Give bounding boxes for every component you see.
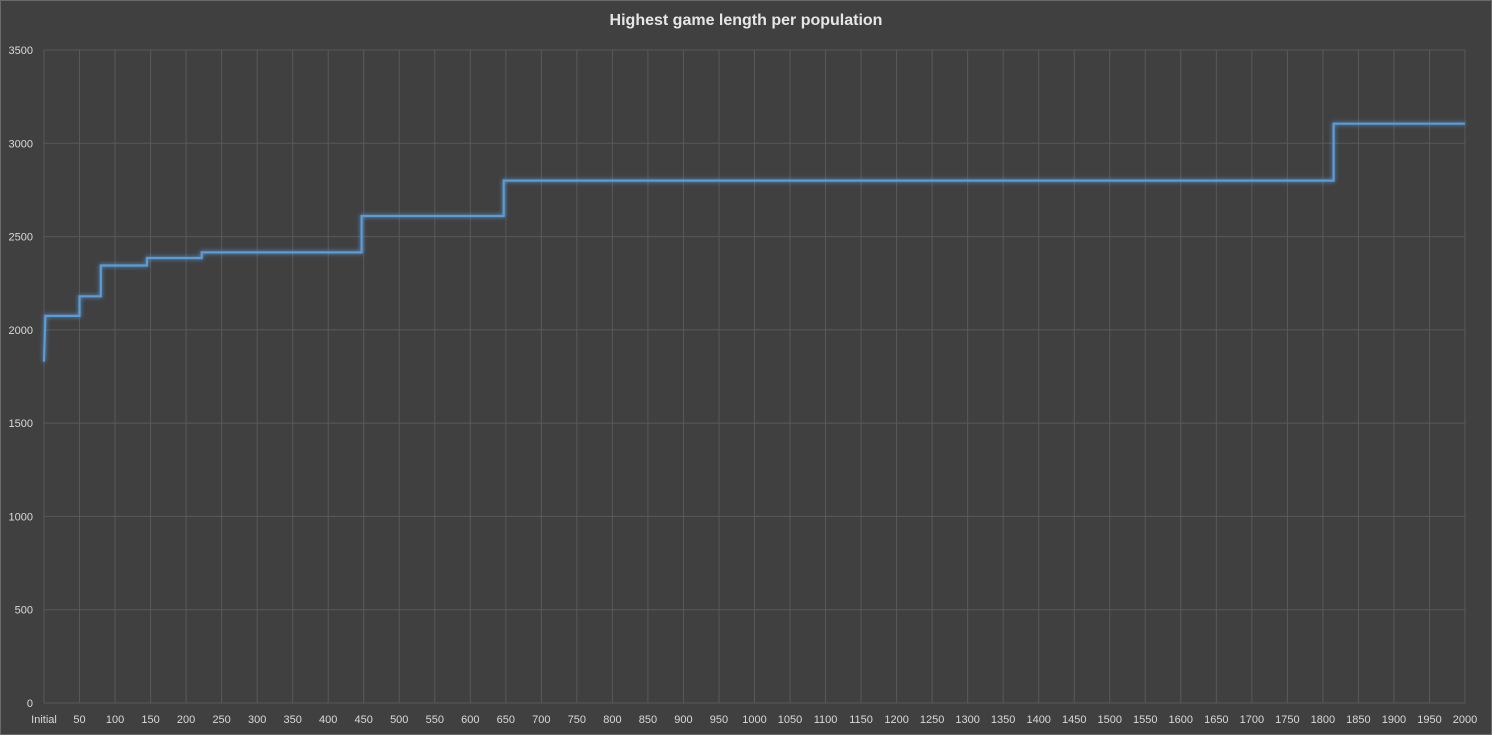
x-tick-label: 1600 bbox=[1169, 714, 1193, 726]
x-tick-label: 1150 bbox=[849, 714, 873, 726]
x-tick-label: 1100 bbox=[814, 714, 838, 726]
x-tick-label: 1900 bbox=[1382, 714, 1406, 726]
x-tick-label: 1850 bbox=[1346, 714, 1370, 726]
x-tick-label: 950 bbox=[710, 714, 728, 726]
x-tick-label: 800 bbox=[603, 714, 621, 726]
y-tick-label: 1500 bbox=[9, 418, 33, 430]
y-tick-label: 500 bbox=[15, 605, 33, 617]
plot-series bbox=[42, 122, 1465, 362]
x-tick-label: Initial bbox=[31, 714, 57, 726]
y-tick-label: 0 bbox=[27, 698, 33, 710]
x-tick-label: 1500 bbox=[1098, 714, 1122, 726]
x-tick-label: 250 bbox=[212, 714, 230, 726]
y-tick-label: 3000 bbox=[9, 138, 33, 150]
x-tick-label: 1550 bbox=[1133, 714, 1157, 726]
x-tick-label: 400 bbox=[319, 714, 337, 726]
y-tick-label: 3500 bbox=[9, 45, 33, 57]
x-tick-label: 500 bbox=[390, 714, 408, 726]
x-tick-label: 1350 bbox=[991, 714, 1015, 726]
x-tick-label: 850 bbox=[639, 714, 657, 726]
x-tick-label: 2000 bbox=[1453, 714, 1477, 726]
x-tick-label: 600 bbox=[461, 714, 479, 726]
x-tick-label: 350 bbox=[283, 714, 301, 726]
y-tick-label: 2000 bbox=[9, 325, 33, 337]
x-tick-label: 50 bbox=[73, 714, 85, 726]
x-tick-label: 1000 bbox=[742, 714, 766, 726]
x-axis-tick-labels: Initial 50 100 150 200 250 300 350 400 450 500 550 6… bbox=[31, 714, 1477, 726]
x-tick-label: 200 bbox=[177, 714, 195, 726]
x-tick-label: 1200 bbox=[884, 714, 908, 726]
x-tick-label: 150 bbox=[141, 714, 159, 726]
x-tick-label: 1300 bbox=[955, 714, 979, 726]
x-tick-label: 700 bbox=[532, 714, 550, 726]
chart-title: Highest game length per population bbox=[609, 12, 883, 29]
x-tick-label: 750 bbox=[568, 714, 586, 726]
x-tick-label: 1050 bbox=[778, 714, 802, 726]
x-tick-label: 550 bbox=[426, 714, 444, 726]
y-tick-label: 1000 bbox=[9, 511, 33, 523]
x-tick-label: 1700 bbox=[1240, 714, 1264, 726]
y-axis-tick-labels: 0 500 1000 1500 2000 2500 3000 3500 bbox=[9, 45, 33, 710]
x-tick-label: 1750 bbox=[1275, 714, 1299, 726]
x-tick-label: 900 bbox=[674, 714, 692, 726]
gridlines bbox=[43, 49, 1466, 704]
x-tick-label: 300 bbox=[248, 714, 266, 726]
x-tick-label: 1250 bbox=[920, 714, 944, 726]
y-tick-label: 2500 bbox=[9, 232, 33, 244]
x-tick-label: 650 bbox=[497, 714, 515, 726]
x-tick-label: 1800 bbox=[1311, 714, 1335, 726]
x-tick-label: 1450 bbox=[1062, 714, 1086, 726]
x-tick-label: 100 bbox=[106, 714, 124, 726]
x-tick-label: 1950 bbox=[1417, 714, 1441, 726]
x-tick-label: 1650 bbox=[1204, 714, 1228, 726]
x-tick-label: 1400 bbox=[1026, 714, 1050, 726]
x-tick-label: 450 bbox=[355, 714, 373, 726]
series-line bbox=[42, 122, 1465, 362]
